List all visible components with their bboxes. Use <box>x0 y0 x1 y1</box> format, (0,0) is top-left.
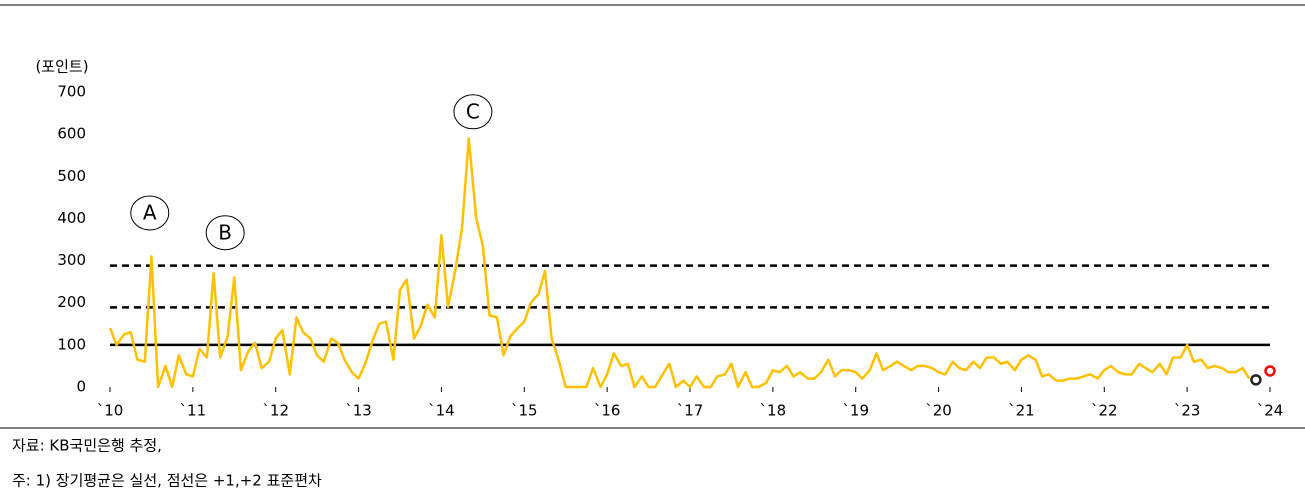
x-tick-label: `17 <box>677 402 704 420</box>
x-tick-label: `22 <box>1091 402 1118 420</box>
annotation: C <box>466 99 480 123</box>
annotation-circle <box>130 195 170 231</box>
annotation: B <box>218 220 232 244</box>
x-tick-label: `11 <box>180 402 207 420</box>
y-tick-label: 100 <box>57 335 86 353</box>
x-tick-label: `24 <box>1257 402 1284 420</box>
data-line <box>108 137 1251 389</box>
annotation-circle <box>205 215 245 251</box>
y-tick-label: 600 <box>57 125 86 143</box>
unit-label: (포인트) <box>35 58 88 76</box>
y-tick-label: 700 <box>57 83 86 101</box>
annotation: A <box>143 200 157 224</box>
y-tick-label: 400 <box>57 209 86 227</box>
x-tick-label: `20 <box>925 402 952 420</box>
x-tick-label: `21 <box>1008 402 1035 420</box>
y-tick-label: 0 <box>76 378 86 396</box>
y-tick-label: 300 <box>57 251 86 269</box>
y-tick-label: 200 <box>57 293 86 311</box>
source: 자료: KB국민은행 추정, <box>12 437 162 455</box>
x-tick-label: `23 <box>1174 402 1201 420</box>
x-tick-label: `10 <box>97 402 124 420</box>
x-tick-label: `15 <box>511 402 538 420</box>
x-tick-label: `16 <box>594 402 621 420</box>
x-tick-label: `12 <box>262 402 289 420</box>
annotation-circle <box>453 94 493 130</box>
x-tick-label: `19 <box>842 402 869 420</box>
end-marker <box>1250 374 1262 386</box>
x-tick-label: `13 <box>345 402 372 420</box>
end-marker <box>1264 365 1276 377</box>
note: 주: 1) 장기평균은 실선, 점선은 +1,+2 표준편차 <box>12 472 322 490</box>
x-tick-label: `18 <box>760 402 787 420</box>
x-tick-label: `14 <box>428 402 455 420</box>
y-tick-label: 500 <box>57 167 86 185</box>
